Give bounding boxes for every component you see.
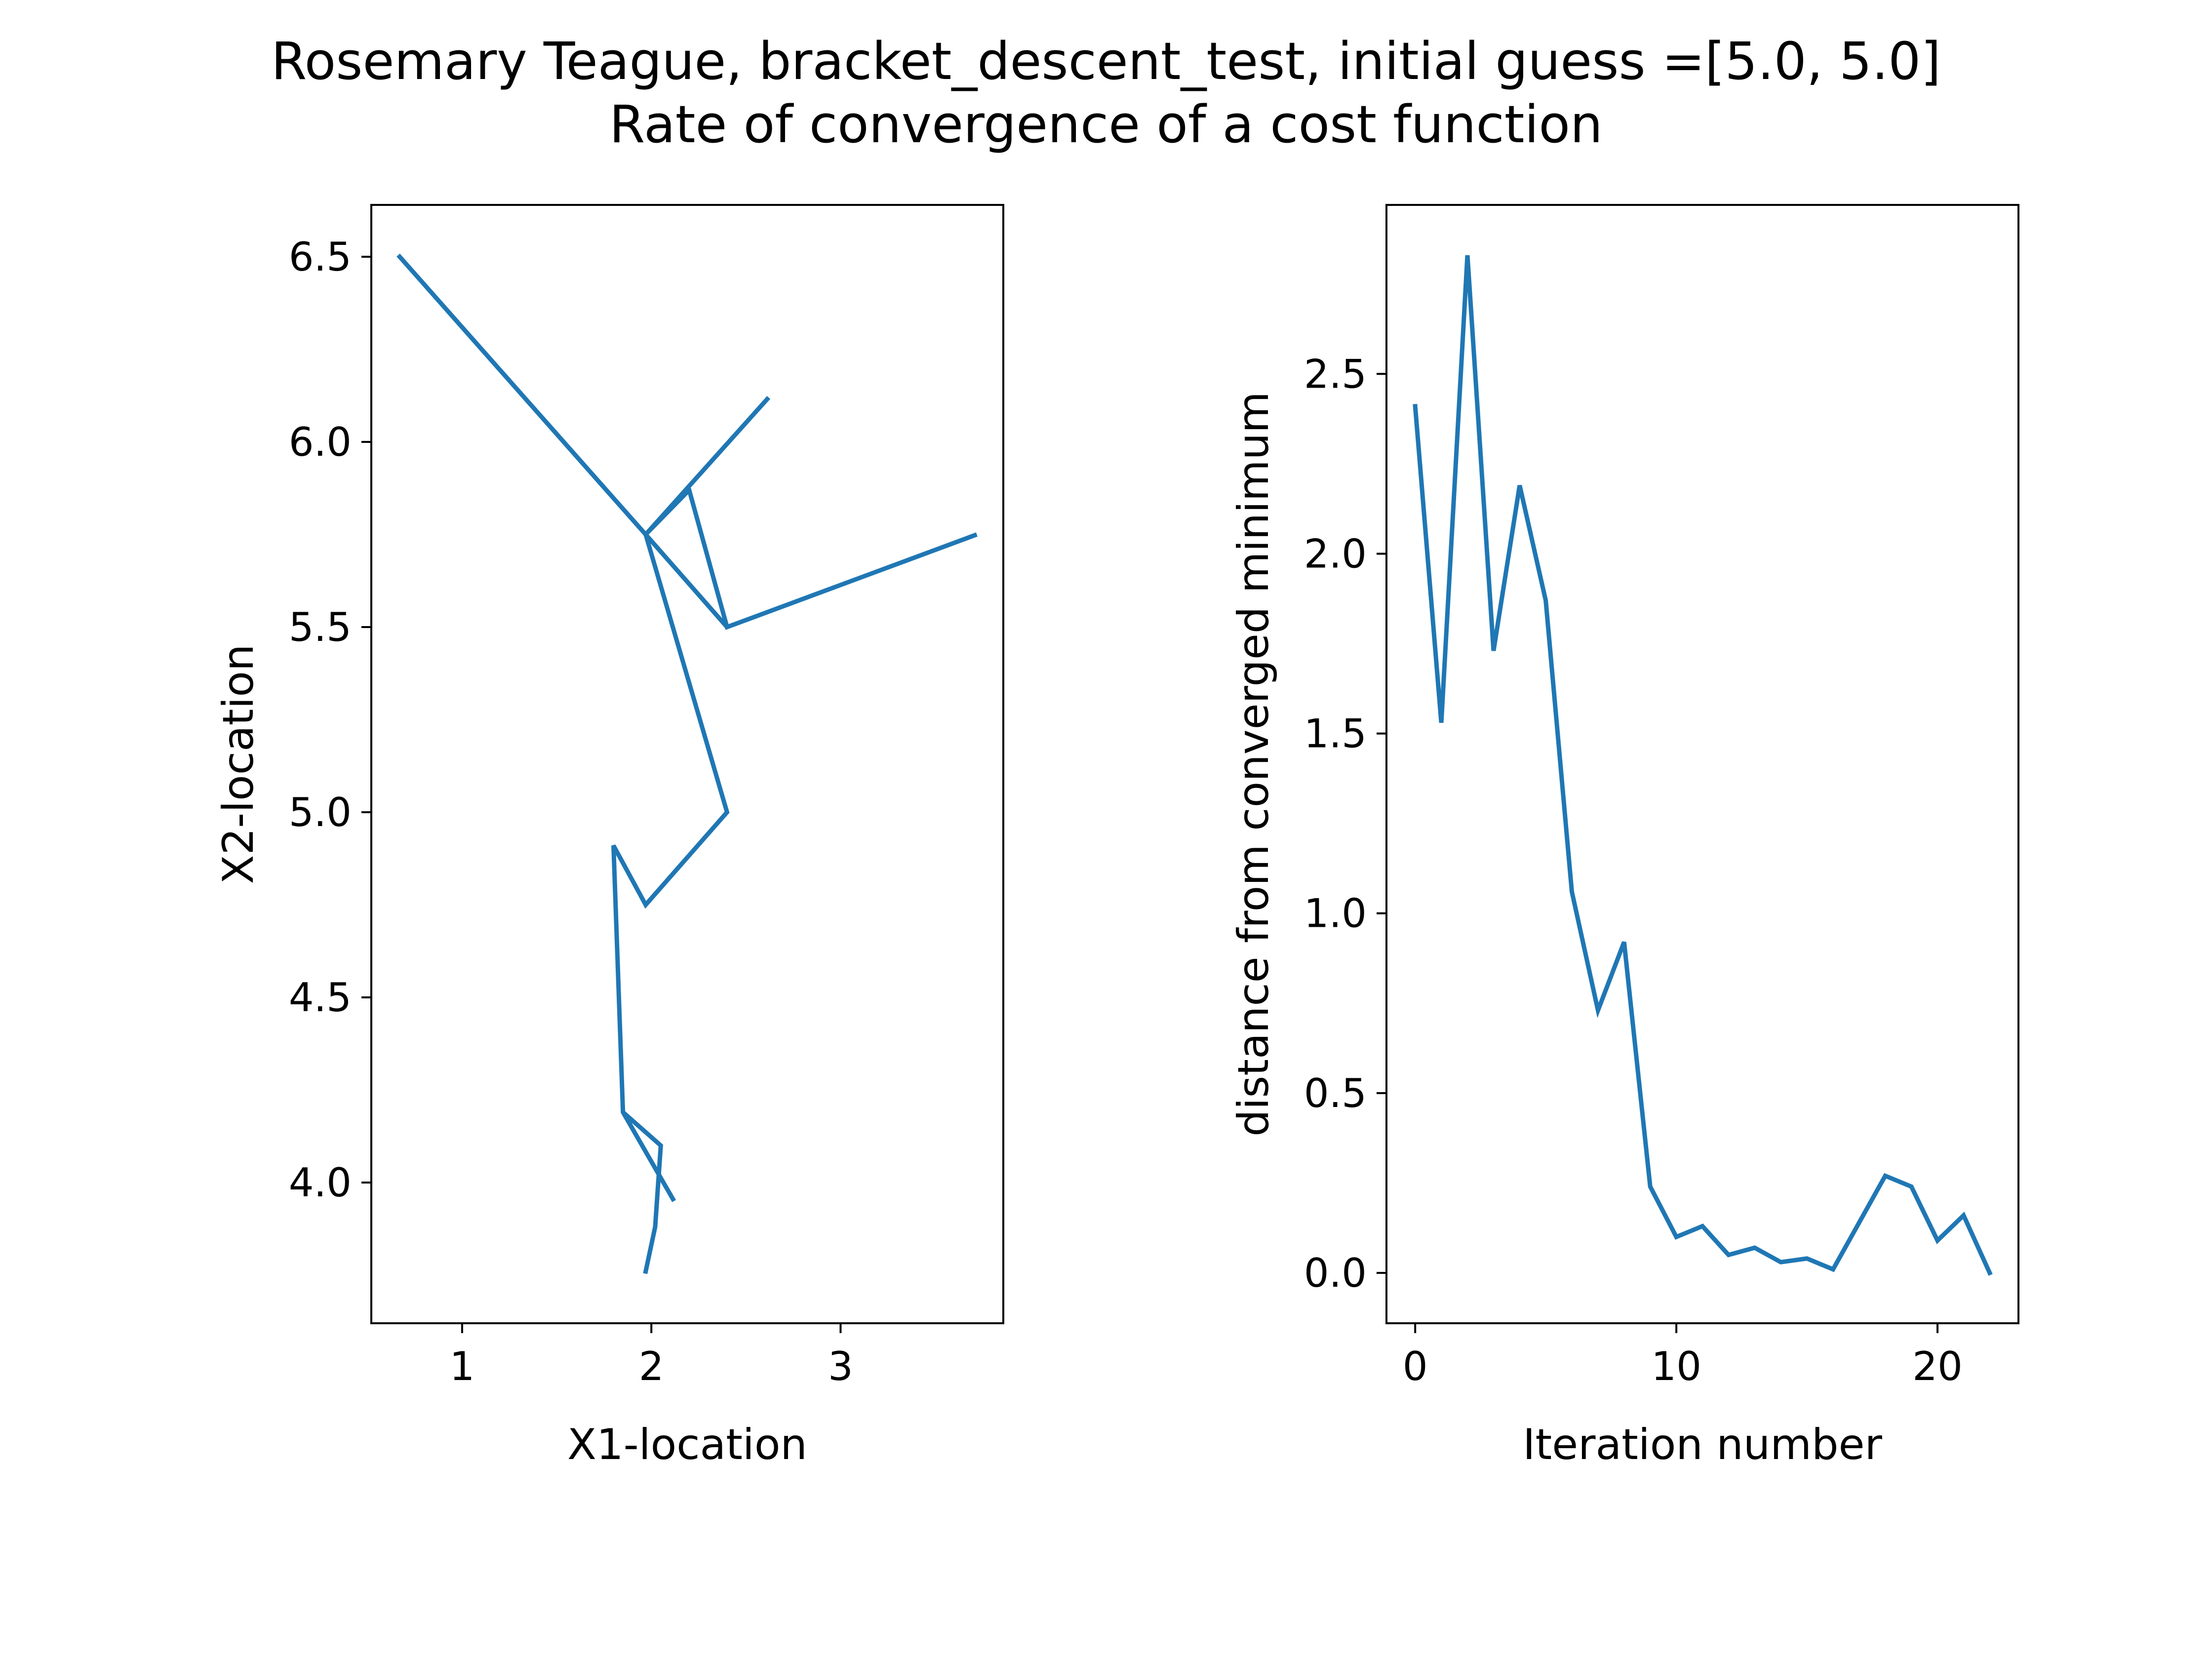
x-tick-label: 20 xyxy=(1912,1343,1963,1389)
x-tick-label: 10 xyxy=(1651,1343,1701,1389)
y-tick-label: 1.5 xyxy=(1304,711,1367,757)
y-tick-label: 4.0 xyxy=(289,1160,352,1206)
y-tick-label: 2.5 xyxy=(1304,351,1367,397)
x-tick-label: 3 xyxy=(828,1343,853,1389)
x-axis-label: X1-location xyxy=(567,1420,807,1469)
series-line xyxy=(396,253,978,1274)
axes-frame xyxy=(370,204,1004,1324)
axes-frame xyxy=(1385,204,2019,1324)
y-axis-label: X2-location xyxy=(214,644,263,884)
trajectory-plot: 1 2 3 4.0 4.5 5.0 5.5 6.0 6.5 X1-location X2-locat… xyxy=(214,204,1004,1469)
figure-title: Rosemary Teague, bracket_descent_test, i… xyxy=(271,31,1941,91)
y-tick-label: 0.5 xyxy=(1304,1070,1367,1116)
y-tick-label: 2.0 xyxy=(1304,531,1367,577)
x-tick-label: 1 xyxy=(449,1343,474,1389)
y-axis-label: distance from converged minimum xyxy=(1229,392,1278,1137)
x-axis-label: Iteration number xyxy=(1523,1420,1882,1469)
figure-subtitle: Rate of convergence of a cost function xyxy=(609,94,1603,155)
x-tick-label: 2 xyxy=(639,1343,664,1389)
y-tick-label: 6.0 xyxy=(289,419,352,465)
x-tick-label: 0 xyxy=(1403,1343,1428,1389)
y-tick-label: 0.0 xyxy=(1304,1250,1367,1296)
convergence-plot: 0 10 20 0.0 0.5 1.0 1.5 2.0 2.5 Iteration number d… xyxy=(1229,204,2019,1469)
y-tick-label: 5.0 xyxy=(289,790,352,835)
y-tick-label: 1.0 xyxy=(1304,891,1367,937)
y-tick-label: 5.5 xyxy=(289,604,352,650)
y-tick-label: 4.5 xyxy=(289,975,352,1021)
y-tick-label: 6.5 xyxy=(289,234,352,280)
series-line xyxy=(1413,255,1993,1276)
